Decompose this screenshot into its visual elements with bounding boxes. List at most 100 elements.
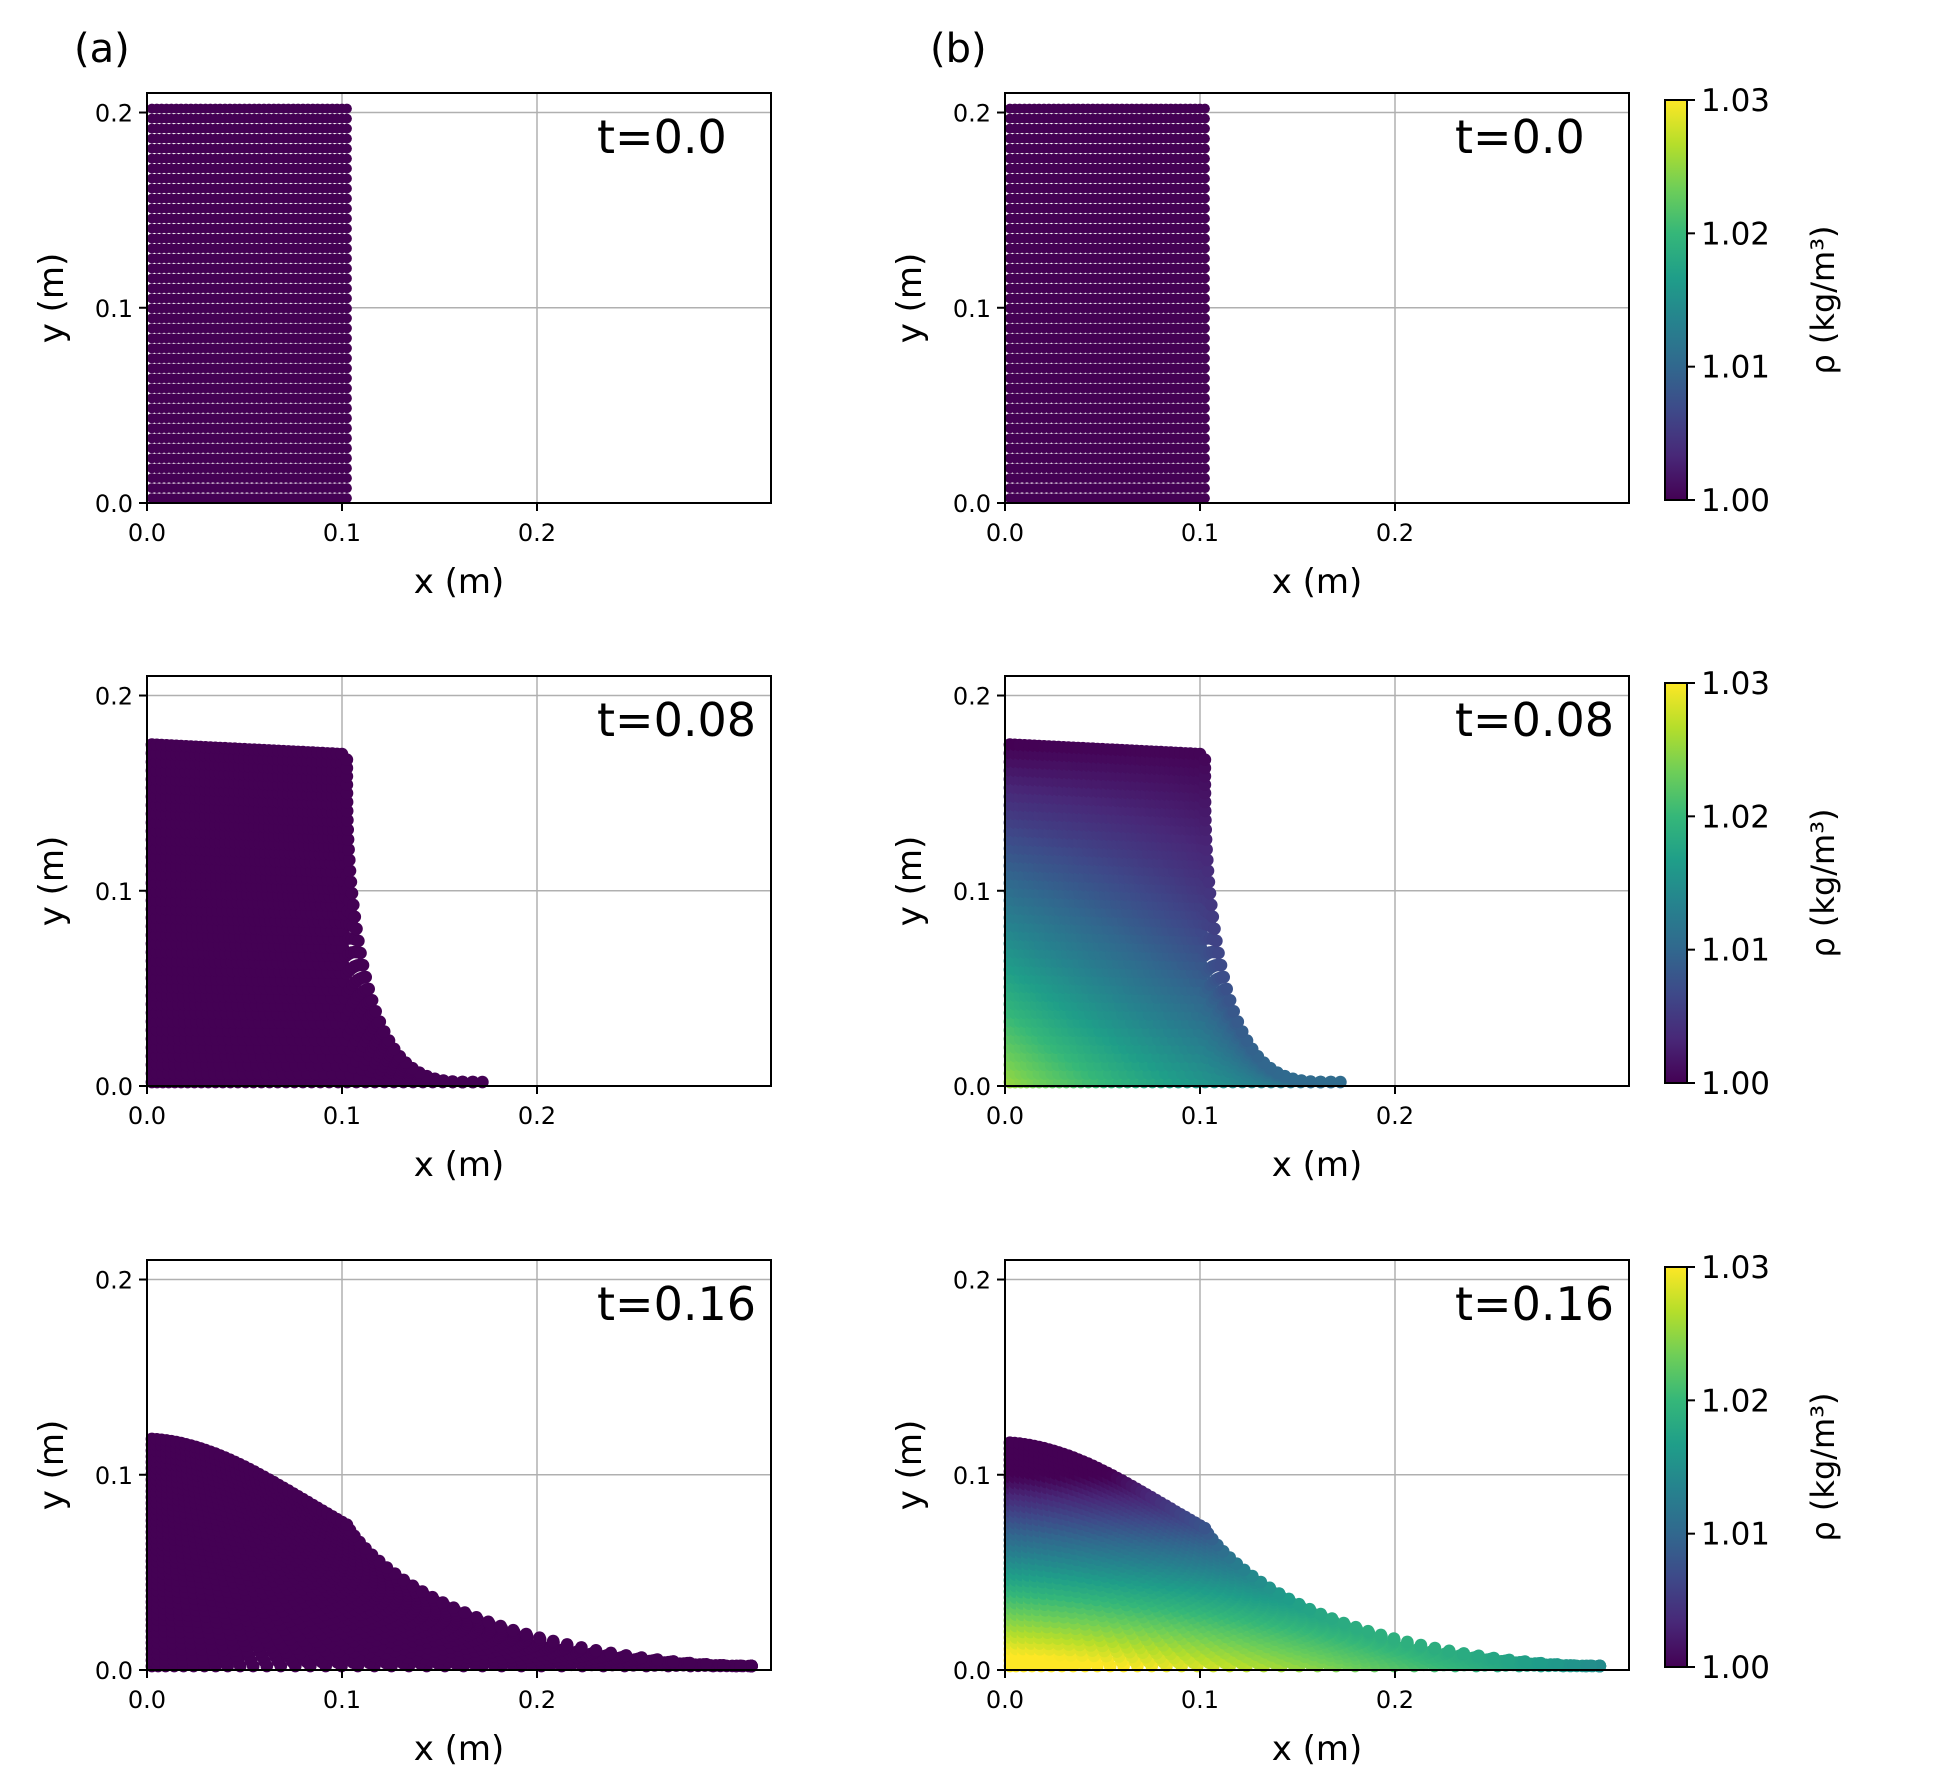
particle-point — [1199, 313, 1210, 324]
particle-point — [345, 887, 359, 900]
particle-point — [350, 922, 363, 936]
particle-point — [341, 293, 352, 304]
x-tick-label: 0.1 — [1181, 519, 1219, 547]
particle-point — [341, 433, 352, 444]
particle-point — [1199, 483, 1210, 494]
y-tick-label: 0.1 — [95, 878, 133, 906]
particle-point — [1199, 473, 1210, 484]
particle-point — [1199, 103, 1210, 114]
particle-point — [341, 273, 352, 284]
y-tick-label: 0.1 — [953, 295, 991, 323]
particle-point — [1199, 173, 1210, 184]
colorbar-tick-label: 1.03 — [1701, 83, 1770, 119]
particle-point — [1199, 293, 1210, 304]
x-tick-label: 0.0 — [986, 519, 1024, 547]
particle-point — [369, 1005, 383, 1018]
particle-point — [341, 383, 352, 394]
particle-point — [1199, 353, 1210, 364]
particle-point — [1199, 393, 1210, 404]
panel-label-b: (b) — [930, 26, 987, 72]
particle-point — [341, 363, 352, 374]
particle-point — [341, 183, 352, 194]
x-tick-label: 0.1 — [323, 519, 361, 547]
particle-point — [341, 413, 352, 424]
particle-point — [1199, 133, 1210, 144]
particle-point — [1199, 423, 1210, 434]
particle-point — [359, 970, 373, 984]
x-tick-label: 0.1 — [323, 1102, 361, 1130]
particle-point — [1199, 253, 1210, 264]
y-tick-label: 0.1 — [95, 295, 133, 323]
particle-point — [341, 223, 352, 234]
particle-point — [348, 910, 362, 924]
time-annotation: t=0.0 — [597, 110, 727, 164]
particle-point — [341, 343, 352, 354]
particle-point — [352, 934, 365, 948]
particle-point — [1199, 383, 1210, 394]
particle-point — [1199, 453, 1210, 464]
particle-point — [341, 253, 352, 264]
subplot-a2: 0.00.00.10.10.20.2x (m)y (m)t=0.08 — [32, 675, 772, 1185]
time-annotation: t=0.08 — [597, 693, 756, 747]
x-tick-label: 0.2 — [518, 519, 556, 547]
particle-point — [1199, 123, 1210, 134]
particle-point — [1199, 433, 1210, 444]
particle-point — [1199, 413, 1210, 424]
particle-point — [341, 393, 352, 404]
particle-point — [1199, 273, 1210, 284]
particle-point — [1199, 333, 1210, 344]
particle-point — [1199, 493, 1210, 504]
particle-point — [341, 483, 352, 494]
particle-point — [343, 864, 357, 878]
particle-point — [341, 303, 352, 314]
y-axis-label: y (m) — [32, 253, 72, 344]
particle-point — [1199, 283, 1210, 294]
particle-point — [1199, 363, 1210, 374]
x-axis-label: x (m) — [414, 1145, 505, 1185]
particle-point — [1199, 463, 1210, 474]
particle-point — [341, 213, 352, 224]
x-tick-label: 0.2 — [518, 1102, 556, 1130]
particle-point — [347, 898, 360, 912]
y-axis-label: y (m) — [890, 253, 930, 344]
panel-label-a: (a) — [74, 26, 130, 72]
x-axis-label: x (m) — [1272, 562, 1363, 602]
particle-point — [1199, 203, 1210, 214]
particle-point — [341, 263, 352, 274]
particle-point — [341, 153, 352, 164]
subplot-b1: 0.00.00.10.10.20.2x (m)y (m)t=0.0 — [890, 92, 1630, 602]
time-annotation: t=0.0 — [1455, 110, 1585, 164]
particle-point — [1199, 303, 1210, 314]
particle-cloud — [1004, 103, 1210, 504]
particle-point — [341, 403, 352, 414]
particle-point — [341, 373, 352, 384]
particle-point — [341, 423, 352, 434]
particle-point — [1199, 223, 1210, 234]
particle-point — [1199, 153, 1210, 164]
particle-point — [1199, 163, 1210, 174]
particle-point — [341, 473, 352, 484]
y-tick-label: 0.2 — [953, 100, 991, 128]
particle-point — [341, 313, 352, 324]
particle-point — [341, 453, 352, 464]
y-tick-label: 0.0 — [953, 490, 991, 518]
particle-point — [354, 946, 367, 960]
particle-point — [341, 123, 352, 134]
particle-point — [341, 443, 352, 454]
particle-point — [1199, 183, 1210, 194]
particle-point — [341, 353, 352, 364]
particle-point — [341, 283, 352, 294]
particle-point — [341, 243, 352, 254]
particle-point — [1199, 343, 1210, 354]
particle-point — [341, 463, 352, 474]
colorbar-tick-label: 1.00 — [1701, 483, 1770, 519]
particle-point — [1199, 193, 1210, 204]
y-tick-label: 0.2 — [95, 683, 133, 711]
particle-point — [1199, 373, 1210, 384]
particle-point — [1199, 143, 1210, 154]
colorbar-b1: 1.031.021.011.00ρ (kg/m³) — [1664, 83, 1842, 519]
particle-point — [341, 323, 352, 334]
particle-point — [1199, 213, 1210, 224]
y-tick-label: 0.2 — [95, 100, 133, 128]
